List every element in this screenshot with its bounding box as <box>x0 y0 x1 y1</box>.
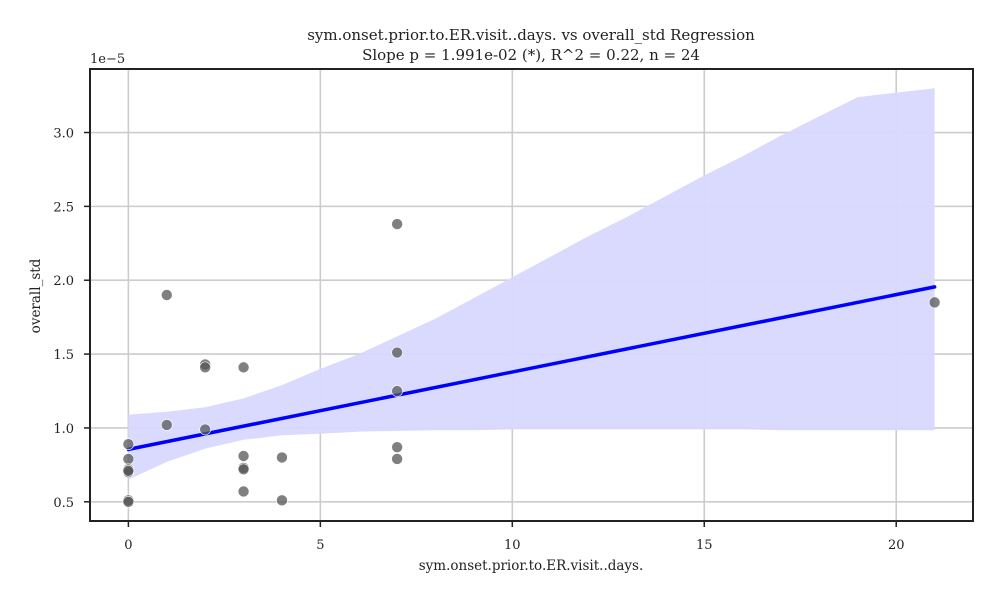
y-tick-label: 0.5 <box>53 496 74 511</box>
data-point <box>122 464 135 477</box>
data-point <box>391 218 403 230</box>
x-tick-label: 5 <box>316 538 324 553</box>
tick-labels: 0 5 10 15 20 0.5 1.0 1.5 2.0 2.5 3.0 <box>53 127 904 553</box>
data-point <box>276 451 288 464</box>
plot-frame <box>89 68 974 522</box>
x-tick-label: 0 <box>124 538 132 553</box>
data-point <box>199 423 211 436</box>
y-tick-label: 2.0 <box>53 274 74 289</box>
data-point <box>391 453 403 465</box>
data-point <box>391 346 403 359</box>
data-point <box>122 438 135 450</box>
y-tick-label: 3.0 <box>53 127 74 142</box>
data-point <box>237 450 250 462</box>
data-point <box>199 361 211 374</box>
y-tick-label: 1.5 <box>53 348 74 363</box>
chart-title: sym.onset.prior.to.ER.visit..days. vs ov… <box>307 26 755 44</box>
y-tick-label: 1.0 <box>53 422 74 437</box>
axes <box>89 68 974 522</box>
regression-line-layer <box>126 285 937 452</box>
confidence-band-layer <box>128 88 935 480</box>
chart-subtitle: Slope p = 1.991e-02 (*), R^2 = 0.22, n =… <box>362 46 700 64</box>
data-point <box>160 419 173 431</box>
data-point <box>160 289 173 301</box>
data-point <box>237 361 250 374</box>
data-point <box>237 485 250 498</box>
data-point <box>928 296 941 309</box>
x-tick-label: 15 <box>696 538 713 553</box>
data-point <box>237 463 250 476</box>
data-point <box>391 441 403 453</box>
y-exponent-label: 1e−5 <box>90 52 125 67</box>
data-point <box>391 385 403 397</box>
x-tick-label: 20 <box>888 538 905 553</box>
regression-line <box>126 285 937 452</box>
data-points <box>122 218 941 508</box>
x-tick-label: 10 <box>504 538 521 553</box>
y-tick-label: 2.5 <box>53 200 74 215</box>
confidence-band <box>128 88 935 480</box>
data-point <box>122 453 135 465</box>
data-point <box>276 494 288 507</box>
y-axis-label: overall_std <box>28 258 44 333</box>
x-axis-label: sym.onset.prior.to.ER.visit..days. <box>419 558 644 574</box>
data-point <box>122 495 135 508</box>
